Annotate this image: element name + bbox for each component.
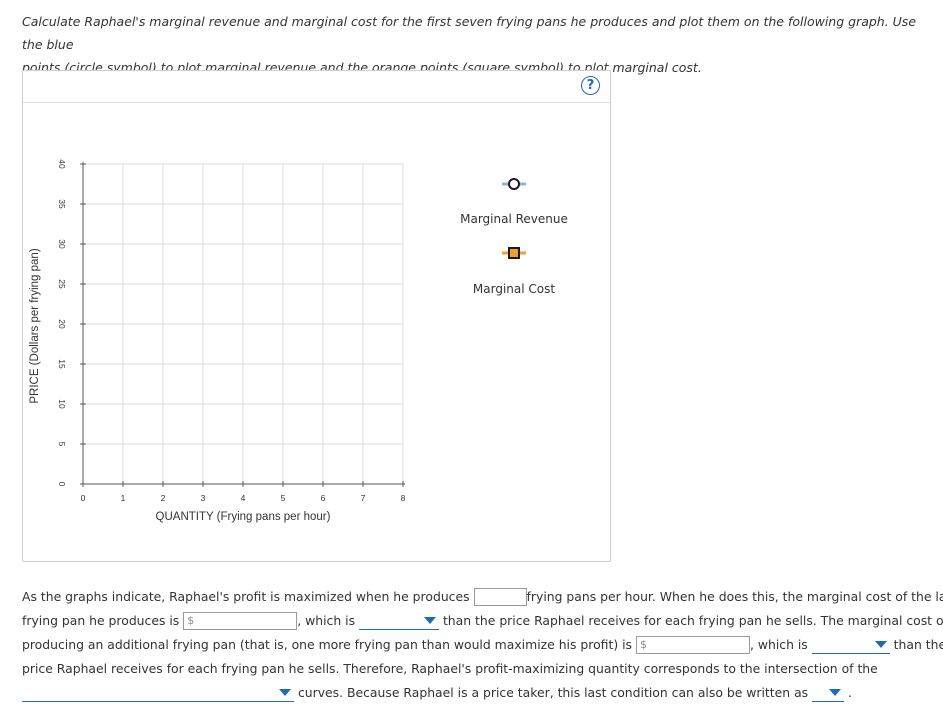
mc-additional-pan-input[interactable]: $ (635, 635, 750, 654)
graph-panel: ? 0 1 2 3 4 5 6 7 8 0 5 10 15 20 25 30 35 40 QUANTITY (Fr… (22, 70, 611, 562)
y-axis-label: PRICE (Dollars per frying pan) (29, 248, 41, 403)
question-text-1: As the graphs indicate, Raphael's profit… (22, 589, 470, 604)
question-text-10: curves. Because Raphael is a price taker… (297, 685, 809, 700)
legend-mr-circle-icon[interactable] (508, 178, 520, 190)
legend-mc-square-icon[interactable] (508, 247, 520, 259)
x-tick-label: 8 (401, 493, 406, 503)
x-tick-label: 3 (201, 493, 206, 503)
comparison-dropdown-2[interactable] (811, 636, 890, 654)
question-line-2: frying pan he produces is $ , which is th… (22, 609, 943, 633)
question-text-11: . (848, 685, 852, 700)
y-tick-label: 15 (57, 359, 67, 369)
question-text-3: frying pan he produces is (22, 613, 180, 628)
y-tick-label: 40 (57, 159, 67, 169)
question-text-9: price Raphael receives for each frying p… (22, 661, 878, 676)
x-tick-label: 7 (361, 493, 366, 503)
y-tick-label: 30 (57, 239, 67, 249)
question-text-2: frying pans per hour. When he does this,… (526, 589, 943, 604)
graph-header: ? (23, 71, 610, 103)
y-tick-label: 0 (57, 482, 67, 487)
question-text-6: producing an additional frying pan (that… (22, 637, 632, 652)
mc-last-pan-input[interactable]: $ (183, 611, 298, 630)
profit-max-quantity-input[interactable] (473, 587, 527, 606)
legend-marginal-revenue-tool[interactable] (502, 178, 526, 190)
x-tick-label: 4 (241, 493, 246, 503)
curves-dropdown[interactable] (22, 684, 294, 702)
instructions-line-1: Calculate Raphael's marginal revenue and… (22, 14, 917, 52)
y-tick-label: 35 (57, 199, 67, 209)
y-tick-label: 25 (57, 279, 67, 289)
legend-label-marginal-cost: Marginal Cost (472, 282, 556, 296)
help-button[interactable]: ? (581, 76, 600, 95)
x-tick-label: 0 (81, 493, 86, 503)
instructions: Calculate Raphael's marginal revenue and… (22, 10, 937, 79)
chevron-down-icon (279, 688, 291, 696)
graph-canvas[interactable]: 0 1 2 3 4 5 6 7 8 0 5 10 15 20 25 30 35 40 QUANTITY (Fryi… (23, 71, 610, 561)
question-text-8: than the (893, 637, 943, 652)
question-text-4: , which is (297, 613, 356, 628)
question-line-5: curves. Because Raphael is a price taker… (22, 681, 939, 705)
x-tick-label: 2 (161, 493, 166, 503)
grid (82, 163, 404, 485)
question-text-5: than the price Raphael receives for each… (442, 613, 943, 628)
x-tick-label: 1 (121, 493, 126, 503)
chevron-down-icon (424, 616, 436, 624)
condition-dropdown[interactable] (812, 684, 845, 702)
chevron-down-icon (874, 640, 887, 648)
question-line-3: producing an additional frying pan (that… (22, 633, 943, 657)
question-text-7: , which is (749, 637, 808, 652)
y-tick-label: 5 (57, 442, 67, 447)
x-tick-label: 5 (281, 493, 286, 503)
question-text: As the graphs indicate, Raphael's profit… (22, 585, 943, 705)
dollar-sign: $ (187, 613, 195, 627)
dollar-sign: $ (639, 637, 647, 651)
y-tick-label: 10 (57, 399, 67, 409)
x-axis-label: QUANTITY (Frying pans per hour) (156, 511, 331, 523)
legend-label-marginal-revenue: Marginal Revenue (460, 212, 568, 226)
tick-labels: 0 1 2 3 4 5 6 7 8 0 5 10 15 20 25 30 35 40 (57, 159, 406, 503)
question-line-4: price Raphael receives for each frying p… (22, 657, 939, 681)
comparison-dropdown-1[interactable] (359, 612, 439, 630)
question-line-1: As the graphs indicate, Raphael's profit… (22, 585, 943, 609)
chevron-down-icon (829, 688, 842, 696)
axes (80, 162, 405, 487)
x-tick-label: 6 (321, 493, 326, 503)
legend-marginal-cost-tool[interactable] (502, 247, 526, 259)
y-tick-label: 20 (57, 319, 67, 329)
